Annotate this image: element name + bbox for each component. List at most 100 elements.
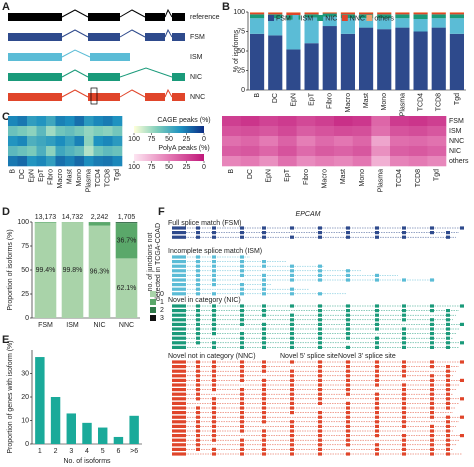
track-exon [318,226,322,230]
track-exon [402,406,406,410]
track-exon [240,443,244,447]
track-exon [212,322,216,326]
track-exon [172,264,186,268]
track-exon [212,365,216,369]
colorbar-tick-label: 75 [148,164,156,171]
heatmap-cell [93,136,104,147]
track-exon [318,374,322,378]
track-exon [262,383,266,387]
track-exon [212,374,216,378]
bar-segment [88,225,111,318]
track-exon [430,374,434,378]
track-exon [240,341,244,345]
track-exon [172,434,186,438]
heatmap-cell [371,136,391,147]
heatmap-cell [36,156,47,167]
bar-segment [268,35,283,90]
track-exon [318,397,322,401]
track-exon [196,273,200,277]
value-label: 62.1% [117,285,137,292]
track-exon [212,345,216,349]
heatmap-cell [259,136,279,147]
track-exon [262,278,266,282]
heatmap-cell [27,116,37,127]
track-exon [172,287,186,291]
track-exon [196,438,200,442]
x-tick-label: TCD4 [417,93,424,111]
track-exon [196,388,200,392]
track-exon [240,313,244,317]
track-exon [402,318,406,322]
heatmap-cell [112,146,123,157]
track-exon [430,388,434,392]
bar-segment [413,31,428,90]
legend-swatch [268,15,274,21]
track-exon [212,360,216,364]
track-exon [446,313,450,317]
track-exon [212,341,216,345]
track-exon [240,287,244,291]
track-exon [430,378,434,382]
bar-segment [358,18,374,28]
x-tick-label: TCD8 [436,93,443,111]
track-exon [375,336,379,340]
track-exon [318,345,322,349]
heatmap-cell [371,156,391,167]
heatmap-cell [240,146,260,157]
column-label: DC [19,169,26,179]
track-exon [196,397,200,401]
track-exon [318,318,322,322]
heatmap-cell [296,136,316,147]
track-exon [262,447,266,451]
track-exon [402,341,406,345]
x-tick-label: 5 [101,448,105,455]
bar-segment [395,12,410,13]
heatmap-cell [55,136,66,147]
heatmap-cell [296,156,316,167]
y-tick-label: 50 [21,267,29,274]
track-exon [172,322,186,326]
track-exon [402,374,406,378]
track-exon [290,292,294,296]
group-label: Incomplete splice match (ISM) [168,248,262,255]
track-exon [318,278,322,282]
y-tick-label: 0 [25,315,29,322]
column-label: Plasma [86,169,93,192]
heatmap-cell [427,116,447,127]
count-label: 2,242 [91,214,109,221]
track-exon [212,378,216,382]
track-exon [318,332,322,336]
bar [35,357,45,444]
track-exon [375,304,379,308]
heatmap-cell [240,156,260,167]
heatmap-cell [315,126,335,137]
heatmap-cell [65,156,75,167]
heatmap-cell [46,156,56,167]
track-exon [196,313,200,317]
bar-segment [249,14,265,19]
track-exon [240,255,244,259]
track-exon [212,283,216,287]
y-axis-label: Proportion of genes with isoform (%) [7,340,14,453]
track-exon [375,374,379,378]
x-tick-label: ISM [66,322,79,329]
track-exon [375,360,379,364]
track-exon [402,226,406,230]
track-exon [240,283,244,287]
track-exon [212,388,216,392]
track-exon [446,341,450,345]
x-tick-label: 1 [38,448,42,455]
y-tick-label: 25 [21,291,29,298]
track-exon [172,341,186,345]
heatmap-cell [371,126,391,137]
track-exon [446,327,450,331]
track-exon [460,322,464,326]
track-exon [172,392,186,396]
heatmap-cell [278,126,297,137]
track-exon [430,434,434,438]
bar-segment [358,14,374,19]
track-exon [346,374,350,378]
track-exon [212,313,216,317]
heatmap-cell [103,146,113,157]
heatmap-cell [315,146,335,157]
